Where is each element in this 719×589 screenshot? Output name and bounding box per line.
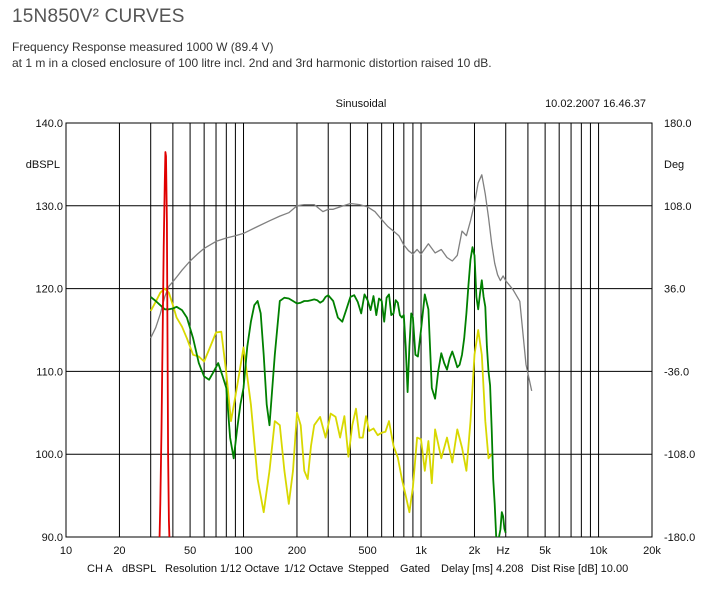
y-tick-label-left: 100.0 [35, 449, 63, 461]
x-tick-label: 500 [358, 545, 376, 557]
y-tick-label-right: 36.0 [664, 284, 685, 296]
plot-area [149, 151, 533, 537]
footer-item: dBSPL [122, 563, 156, 575]
series-line-frequency-response [150, 246, 507, 537]
x-tick-label: 200 [288, 545, 306, 557]
y-tick-label-right: 108.0 [664, 201, 692, 213]
chart-title: Sinusoidal [336, 98, 387, 110]
x-tick-label: 20k [643, 545, 661, 557]
y-tick-label-right: -36.0 [664, 366, 689, 378]
series-line-resonance [158, 151, 171, 537]
footer-item: CH A [87, 563, 113, 575]
footer-item: 1/12 Octave [284, 563, 343, 575]
series-line-phase [150, 174, 533, 392]
footer-item: Dist Rise [dB] 10.00 [531, 563, 628, 575]
x-tick-label: 50 [184, 545, 196, 557]
x-tick-label: 10 [60, 545, 72, 557]
y-tick-label-right: -180.0 [664, 532, 695, 544]
series-layer [149, 151, 533, 537]
y-tick-label-right: -108.0 [664, 449, 695, 461]
y-axis-label-right: Deg [664, 159, 684, 171]
y-tick-label-right: 180.0 [664, 118, 692, 130]
x-tick-label: 100 [234, 545, 252, 557]
y-tick-label-left: 110.0 [36, 366, 63, 378]
footer-item: Gated [400, 563, 430, 575]
chart-grid [66, 123, 652, 537]
x-tick-label: 2k [469, 545, 481, 557]
chart-timestamp: 10.02.2007 16.46.37 [545, 98, 646, 110]
footer-item: Resolution 1/12 Octave [165, 563, 279, 575]
y-axis-label-left: dBSPL [26, 159, 60, 171]
x-axis-unit-label: Hz [496, 545, 509, 557]
footer-item: Stepped [348, 563, 389, 575]
x-tick-label: 5k [539, 545, 551, 557]
x-tick-label: 1k [415, 545, 427, 557]
page-title: 15N850V² CURVES [12, 6, 185, 27]
subtitle-line-2: at 1 m in a closed enclosure of 100 litr… [12, 56, 492, 70]
series-line-distortion [149, 287, 493, 514]
y-tick-label-left: 140.0 [35, 118, 63, 130]
y-tick-label-left: 120.0 [35, 284, 63, 296]
footer-item: Delay [ms] 4.208 [441, 563, 524, 575]
y-tick-label-left: 90.0 [42, 532, 63, 544]
y-tick-label-left: 130.0 [35, 201, 63, 213]
subtitle-line-1: Frequency Response measured 1000 W (89.4… [12, 40, 274, 54]
x-tick-label: 10k [590, 545, 608, 557]
axis-ticks: 10 20 50 100 200 500 1k 2k 5k 10k 20k 140.0 130.0 120… [35, 118, 695, 557]
chart-footer: CH A dBSPL Resolution 1/12 Octave 1/12 Octa… [87, 563, 628, 575]
plot-area-frame [65, 122, 653, 538]
x-tick-label: 20 [113, 545, 125, 557]
